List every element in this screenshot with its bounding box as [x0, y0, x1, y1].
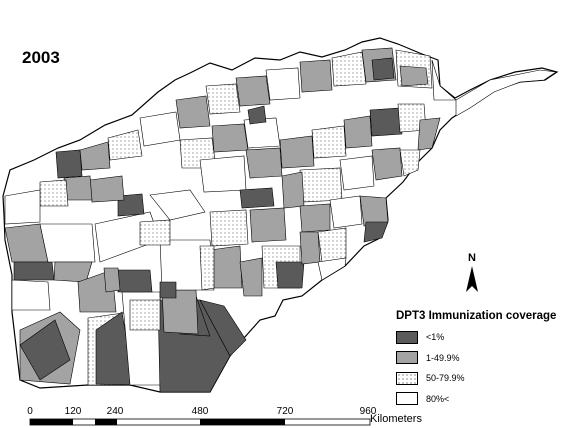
district-region — [13, 261, 55, 281]
district-region — [275, 261, 305, 289]
district-region — [371, 57, 395, 81]
district-region — [39, 179, 69, 207]
district-region — [299, 59, 333, 93]
legend-label-1-49: 1-49.9% — [426, 352, 460, 363]
legend-label-lt1: <1% — [426, 332, 445, 342]
district-region — [199, 155, 247, 193]
legend-item-lt1: <1% — [396, 328, 572, 346]
district-region — [247, 105, 267, 125]
legend-swatch-50-79 — [396, 371, 418, 385]
district-region — [139, 111, 181, 147]
district-region — [139, 219, 171, 246]
district-region — [329, 195, 363, 229]
district-region — [235, 75, 271, 107]
district-region — [239, 187, 275, 209]
district-region — [369, 107, 403, 137]
district-region — [399, 149, 421, 177]
district-region — [149, 189, 206, 221]
district-region — [417, 117, 441, 151]
district-region — [311, 125, 347, 159]
district-region — [55, 149, 83, 179]
district-region — [299, 167, 343, 203]
district-region — [209, 245, 243, 289]
district-region — [363, 221, 389, 243]
district-region — [39, 223, 96, 263]
legend: DPT3 Immunization coverage <1% 1-49.9% 5… — [396, 310, 572, 410]
district-region — [89, 175, 125, 203]
district-region — [317, 257, 347, 281]
district-region — [211, 123, 249, 153]
district-region — [159, 281, 177, 299]
district-region — [331, 51, 367, 87]
district-region — [103, 267, 121, 293]
legend-title: DPT3 Immunization coverage — [396, 310, 557, 322]
district-region — [245, 147, 283, 179]
district-region — [265, 67, 301, 101]
district-region — [239, 257, 263, 297]
district-region — [107, 129, 143, 161]
legend-swatch-80-plus — [396, 392, 418, 405]
legend-item-1-49: 1-49.9% — [396, 349, 572, 367]
legend-swatch-lt1 — [396, 330, 418, 344]
district-region — [281, 171, 305, 209]
district-region — [199, 245, 215, 291]
district-region — [129, 299, 161, 331]
district-region — [399, 65, 429, 87]
district-region — [249, 207, 287, 243]
district-region — [279, 135, 315, 169]
district-region — [117, 193, 145, 217]
district-region — [205, 83, 241, 115]
district-region — [79, 141, 111, 171]
north-letter: N — [468, 252, 476, 264]
district-region — [371, 147, 403, 181]
district-region — [317, 227, 347, 263]
district-region — [339, 155, 375, 191]
map-year-label: 2003 — [22, 48, 60, 67]
district-region — [19, 319, 71, 381]
district-region — [199, 299, 247, 357]
district-region — [455, 69, 557, 117]
north-label: N — [460, 248, 484, 266]
district-region — [343, 115, 373, 149]
district-region — [209, 209, 249, 247]
legend-item-50-79: 50-79.9% — [396, 369, 572, 387]
scale-bar — [29, 418, 371, 426]
district-region — [63, 175, 93, 201]
legend-item-80-plus: 80%< — [396, 390, 572, 408]
legend-label-50-79: 50-79.9% — [426, 373, 465, 383]
district-region — [11, 279, 51, 311]
district-region — [359, 195, 389, 227]
district-region — [175, 95, 211, 129]
district-region — [4, 189, 41, 225]
north-arrow-icon — [466, 266, 478, 292]
district-region — [299, 231, 321, 265]
legend-swatch-1-49 — [396, 351, 418, 364]
district-region — [299, 203, 331, 233]
district-region — [117, 269, 153, 293]
legend-label-80-plus: 80%< — [426, 393, 450, 404]
